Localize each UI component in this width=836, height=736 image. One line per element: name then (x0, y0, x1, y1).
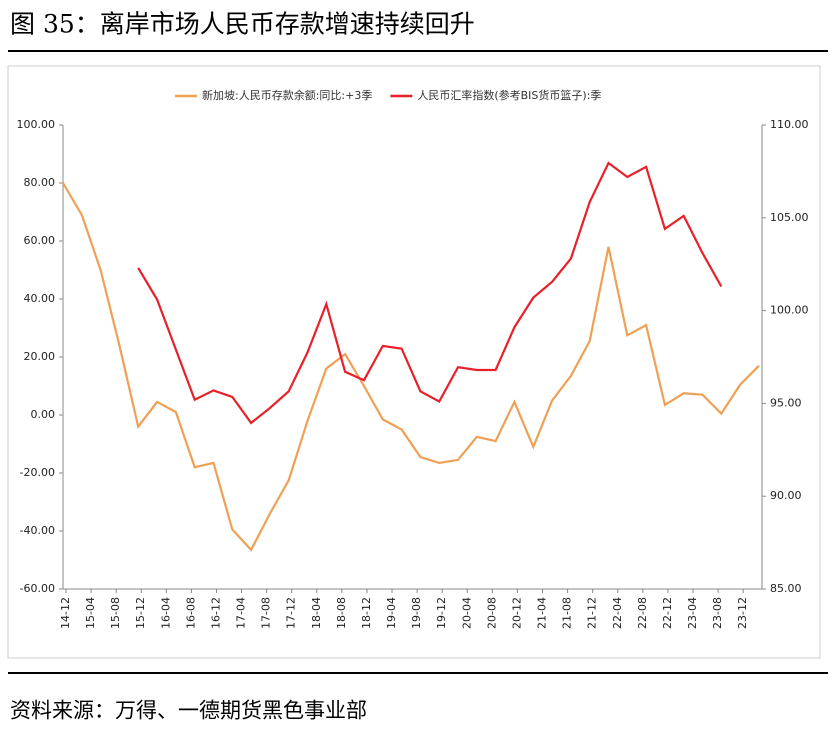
y2-tick-label: 95.00 (770, 396, 802, 409)
chart-frame (7, 65, 821, 659)
y2-tick-label: 85.00 (770, 582, 802, 595)
y2-tick-label: 100.00 (770, 304, 809, 317)
y-tick-label: 20.00 (24, 350, 56, 363)
y-tick-label: 60.00 (24, 234, 56, 247)
x-tick-label: 23-08 (711, 597, 724, 629)
y-tick-label: -60.00 (20, 582, 55, 595)
legend-label: 人民币汇率指数(参考BIS货币篮子):季 (417, 88, 601, 102)
x-tick-label: 20-08 (485, 597, 498, 629)
series-line (137, 161, 723, 425)
x-tick-label: 16-12 (209, 597, 222, 629)
x-tick-label: 18-12 (360, 597, 373, 629)
y2-tick-label: 110.00 (770, 118, 809, 131)
y2-tick-label: 90.00 (770, 489, 802, 502)
series-line (62, 182, 760, 552)
y-tick-label: 100.00 (17, 118, 56, 131)
x-tick-label: 18-04 (310, 597, 323, 629)
x-tick-label: 16-04 (159, 597, 172, 629)
y-tick-label: -20.00 (20, 466, 55, 479)
x-tick-label: 21-04 (536, 597, 549, 629)
x-tick-label: 20-12 (510, 597, 523, 629)
y-tick-label: 80.00 (24, 176, 56, 189)
x-tick-label: 23-12 (736, 597, 749, 629)
x-tick-label: 15-08 (109, 597, 122, 629)
x-tick-label: 17-04 (235, 597, 248, 629)
x-tick-label: 15-12 (134, 597, 147, 629)
x-tick-label: 22-12 (661, 597, 674, 629)
x-tick-label: 14-12 (59, 597, 72, 629)
y-tick-label: -40.00 (20, 524, 55, 537)
x-tick-label: 23-04 (686, 597, 699, 629)
source: 资料来源：万得、一德期货黑色事业部 (10, 699, 367, 723)
x-tick-label: 22-04 (611, 597, 624, 629)
y2-tick-label: 105.00 (770, 211, 809, 224)
x-tick-label: 19-12 (435, 597, 448, 629)
x-tick-label: 19-04 (385, 597, 398, 629)
x-tick-label: 20-04 (460, 597, 473, 629)
x-tick-label: 19-08 (410, 597, 423, 629)
x-tick-label: 21-08 (561, 597, 574, 629)
x-tick-label: 22-08 (636, 597, 649, 629)
x-tick-label: 16-08 (184, 597, 197, 629)
x-tick-label: 18-08 (335, 597, 348, 629)
legend-label: 新加坡:人民币存款余额:同比:+3季 (202, 88, 372, 102)
x-tick-label: 17-12 (285, 597, 298, 629)
y-tick-label: 40.00 (24, 292, 56, 305)
x-tick-label: 21-12 (586, 597, 599, 629)
x-tick-label: 15-04 (84, 597, 97, 629)
title: 图 35：离岸市场人民币存款增速持续回升 (10, 10, 475, 39)
x-tick-label: 17-08 (260, 597, 273, 629)
y-tick-label: 0.00 (31, 408, 56, 421)
